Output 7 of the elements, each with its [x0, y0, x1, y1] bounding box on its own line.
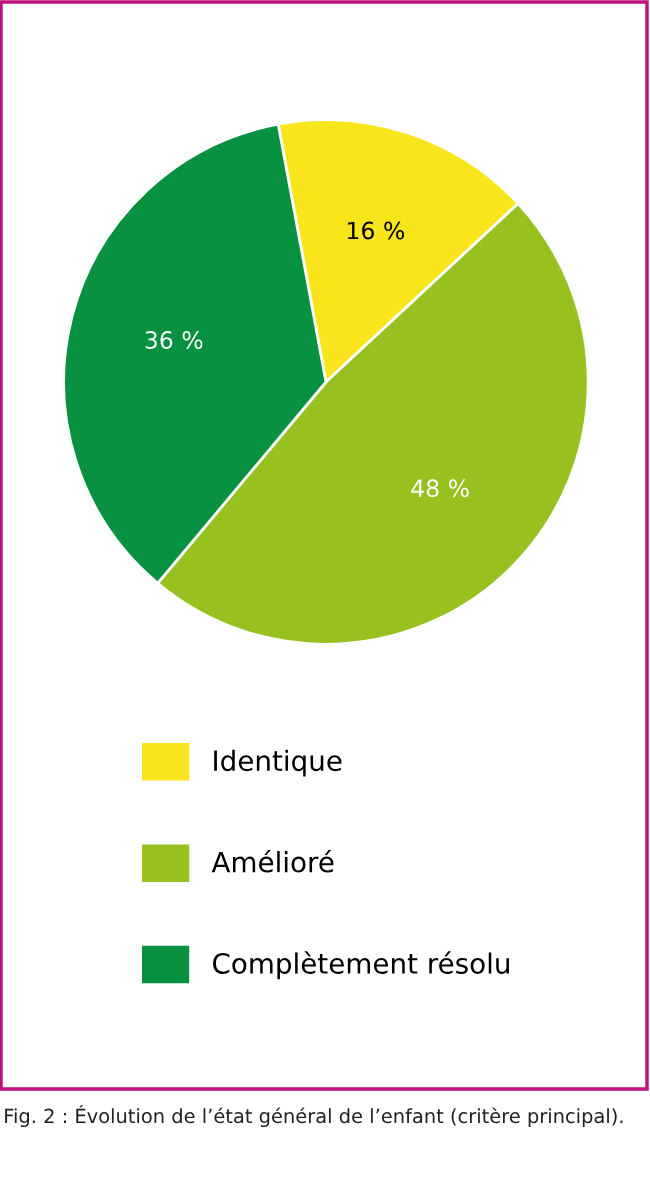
legend-label: Amélioré	[211, 849, 334, 873]
data-label: 48 %	[411, 479, 469, 498]
legend-label: Complètement résolu	[213, 951, 509, 980]
data-label: 36 %	[145, 331, 203, 349]
data-label: 16 %	[347, 221, 405, 240]
legend-label: Identique	[214, 749, 342, 777]
caption: Fig. 2 : Évolution de l’état général de l’enfant (critère principal).	[5, 1105, 623, 1128]
